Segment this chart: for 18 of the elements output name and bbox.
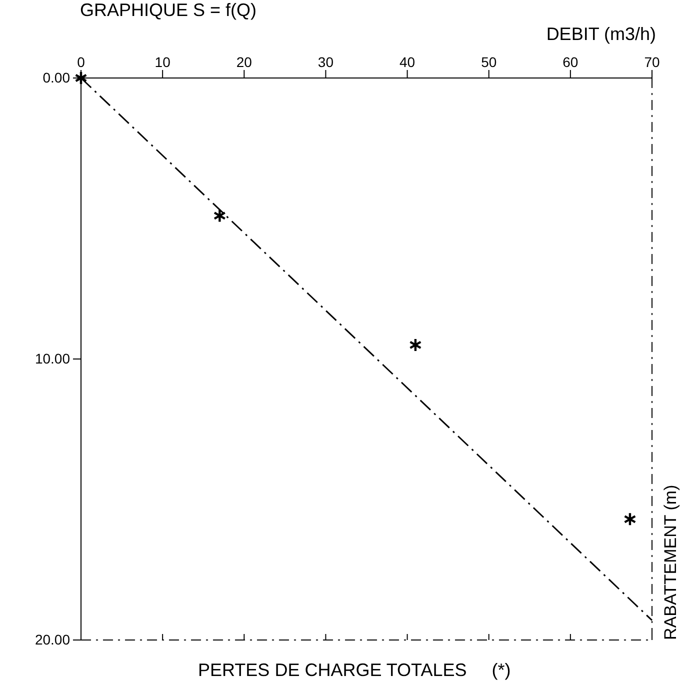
x-tick-label: 10: [154, 54, 171, 70]
x-tick-label: 60: [562, 54, 578, 70]
chart-title: GRAPHIQUE S = f(Q): [80, 0, 257, 20]
point: [624, 512, 636, 526]
x-tick-label: 30: [318, 54, 334, 70]
point: [409, 338, 422, 352]
x-tick-label: 40: [399, 54, 416, 70]
x-tick-label: 50: [481, 54, 497, 70]
x-tick-label: 70: [644, 54, 660, 70]
y-tick-label: 20.00: [34, 631, 70, 648]
y-axis-title: RABATTEMENT (m): [661, 484, 680, 640]
point: [213, 208, 226, 223]
y-tick-label: 0.00: [42, 69, 70, 86]
legend-label: PERTES DE CHARGE TOTALES (*): [198, 660, 511, 680]
x-axis-title: DEBIT (m3/h): [546, 24, 656, 44]
x-tick-label: 0: [77, 54, 86, 70]
x-tick-label: 20: [236, 54, 252, 70]
y-tick-label: 10.00: [34, 350, 70, 366]
